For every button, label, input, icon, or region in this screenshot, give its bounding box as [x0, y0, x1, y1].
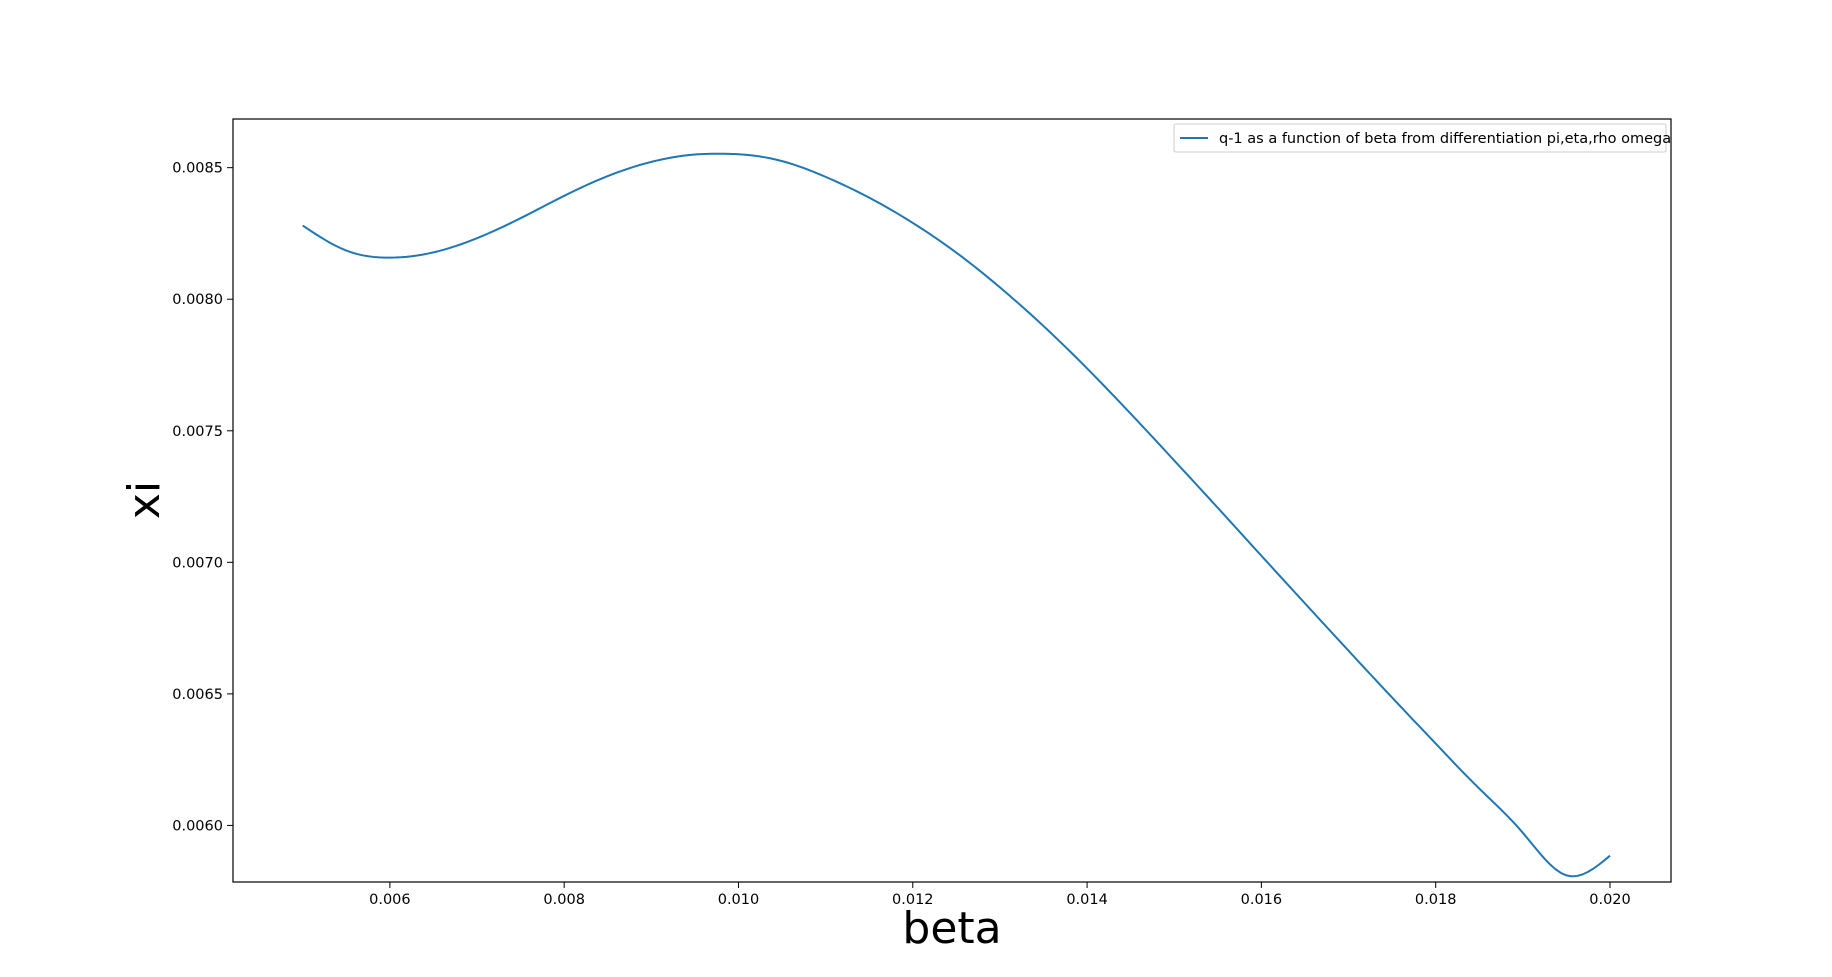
legend-label: q-1 as a function of beta from different…: [1219, 131, 1671, 147]
legend-box: [1173, 123, 1667, 153]
x-tick-label: 0.018: [1415, 892, 1457, 908]
x-axis-label: beta: [902, 903, 1001, 954]
y-axis-ticks: 0.0060 0.0065 0.0070 0.0075 0.0080 0.0085: [172, 161, 233, 834]
y-tick-label: 0.0065: [172, 687, 223, 703]
y-axis-label: xi: [119, 481, 170, 519]
y-tick-label: 0.0070: [172, 555, 223, 571]
x-tick-label: 0.006: [369, 892, 411, 908]
x-tick-label: 0.010: [718, 892, 760, 908]
axes-frame: [232, 118, 1672, 883]
plot-area: 0.006 0.008 0.010 0.012 0.014 0.016 0.018 0.020…: [172, 118, 1672, 908]
y-tick-label: 0.0060: [172, 818, 223, 834]
x-axis-ticks: 0.006 0.008 0.010 0.012 0.014 0.016 0.018 0.020: [369, 882, 1631, 908]
x-tick-label: 0.012: [892, 892, 934, 908]
y-tick-label: 0.0085: [172, 161, 223, 177]
y-tick-label: 0.0080: [172, 292, 223, 308]
legend: q-1 as a function of beta from different…: [1173, 123, 1671, 153]
y-tick-label: 0.0075: [172, 424, 223, 440]
series-line: [302, 152, 1611, 878]
x-tick-label: 0.014: [1066, 892, 1108, 908]
x-tick-label: 0.016: [1241, 892, 1283, 908]
x-tick-label: 0.008: [543, 892, 585, 908]
x-tick-label: 0.020: [1589, 892, 1631, 908]
